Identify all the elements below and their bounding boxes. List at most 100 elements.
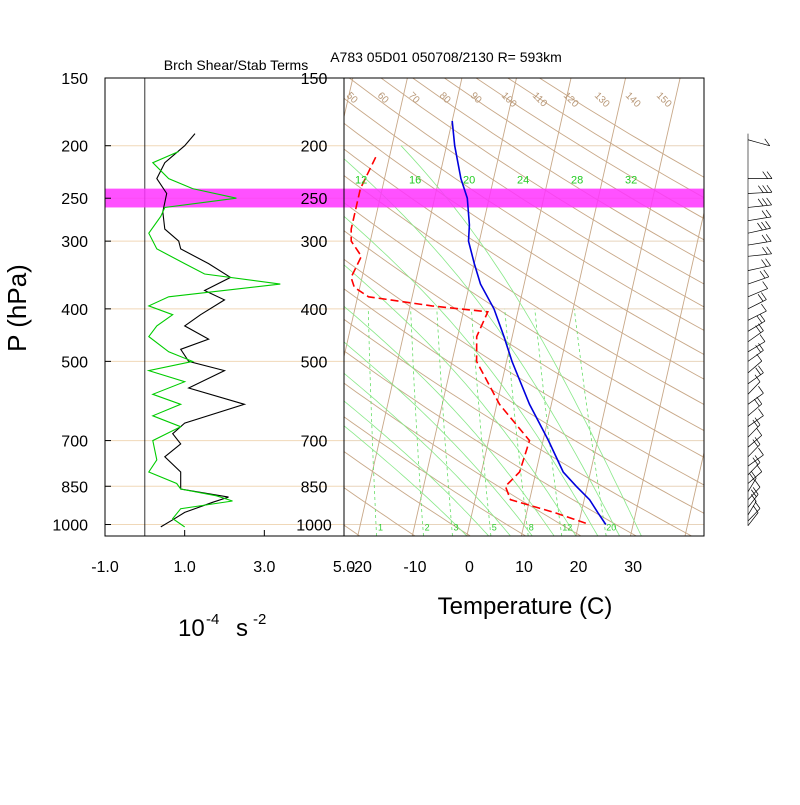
dry-adiabat-line: [286, 78, 800, 536]
theta-e-label: 12: [355, 175, 367, 187]
wind-barb-flag: [766, 259, 771, 266]
wind-barb-flag: [755, 480, 760, 487]
isotherm-line: [140, 78, 244, 536]
temperature-axis-label: Temperature (C): [438, 593, 613, 620]
wind-barb-flag: [762, 198, 767, 205]
wind-barb-flag: [766, 234, 771, 241]
right-panel-highlight-band: [344, 189, 704, 208]
wind-barb-flag: [767, 185, 772, 192]
wind-barb-flag: [758, 186, 763, 193]
wind-barb: [748, 241, 771, 245]
left-x-tick-label: 3.0: [253, 559, 275, 576]
dry-adiabat-line: [508, 78, 800, 536]
theta-e-label: 32: [625, 175, 637, 187]
wind-barb: [748, 277, 769, 284]
left-x-tick-label: 1.0: [174, 559, 196, 576]
wind-barb: [748, 382, 760, 394]
wind-barb-flag: [757, 316, 762, 323]
wind-barb-flag: [758, 366, 763, 373]
wind-barb: [748, 435, 762, 447]
isentrope-label: 150: [654, 90, 674, 110]
wind-barb: [748, 254, 772, 257]
wind-barb: [748, 462, 760, 474]
wind-barb: [748, 416, 763, 427]
isotherm-line: [630, 78, 734, 536]
right-panel-title: A783 05D01 050708/2130 R= 593km: [330, 49, 562, 65]
wind-barb: [748, 217, 771, 221]
wind-barb-flag: [760, 314, 765, 321]
mixing-ratio-label: 8: [529, 523, 534, 533]
theta-e-label: 28: [571, 175, 583, 187]
left-x-tick-label: -1.0: [91, 559, 119, 576]
left-y-tick-label: 150: [61, 71, 88, 88]
wind-barb-flag: [757, 428, 762, 435]
wind-barb-flag: [758, 324, 763, 331]
wind-barb-flag: [762, 247, 767, 254]
theta-e-label: 20: [463, 175, 475, 187]
mixing-ratio-label: 12: [562, 523, 572, 533]
dry-adiabat-line: [32, 78, 636, 536]
wind-barb-flag: [762, 235, 767, 242]
dry-adiabat-line: [444, 78, 800, 536]
left-panel-title: Brch Shear/Stab Terms: [164, 57, 308, 73]
wind-barb-flag: [761, 304, 766, 311]
right-y-tick-label: 250: [301, 191, 328, 208]
wind-barb-flag: [761, 293, 766, 300]
theta-e-label: 24: [517, 175, 529, 187]
wind-barb-flag: [758, 199, 763, 206]
right-x-tick-label: 0: [465, 559, 474, 576]
right-y-tick-label: 700: [301, 434, 328, 451]
right-y-tick-label: 300: [301, 234, 328, 251]
wind-barb: [748, 205, 772, 208]
wind-barb-flag: [763, 185, 768, 192]
right-panel-frame: [344, 78, 704, 536]
dry-adiabat-line: [127, 78, 800, 536]
wind-barb-flag: [757, 465, 762, 472]
wind-barb-flag: [753, 506, 758, 513]
right-y-tick-label: 150: [301, 71, 328, 88]
wind-barb-flag: [762, 211, 767, 218]
isotherm-line: [794, 78, 800, 536]
wind-barb-flag: [767, 172, 772, 179]
dry-adiabat-line: [413, 78, 800, 536]
wind-barb: [748, 192, 772, 193]
wind-barb: [748, 228, 771, 233]
mixing-ratio-line: [437, 309, 453, 536]
wind-barb-flag: [761, 222, 766, 229]
theta-e-label: 16: [409, 175, 421, 187]
left-x-label-exponent: -4: [206, 611, 219, 628]
wind-barb-flag: [758, 294, 763, 301]
wind-barb-flag: [757, 354, 762, 361]
wind-barb: [748, 289, 768, 297]
right-x-tick-label: -10: [403, 559, 426, 576]
mixing-ratio-label: 20: [606, 523, 616, 533]
wind-barb: [748, 508, 760, 520]
isotherm-line: [412, 78, 516, 536]
wind-barb-flag: [758, 409, 763, 416]
mixing-ratio-label: 1: [378, 523, 383, 533]
right-x-tick-label: 30: [624, 559, 642, 576]
wind-barb: [748, 444, 760, 456]
isentrope-label: 110: [530, 90, 549, 109]
mixing-ratio-label: 5: [492, 523, 497, 533]
dry-adiabat-line: [64, 78, 692, 536]
left-x-label-base: 10: [178, 615, 205, 642]
wind-barb-flag: [763, 172, 768, 179]
wind-barb-flag: [767, 198, 772, 205]
dry-adiabat-line: [254, 78, 800, 536]
right-y-tick-label: 1000: [296, 518, 332, 535]
wind-barb-flag: [756, 345, 761, 352]
wind-barb-flag: [764, 270, 769, 277]
right-x-tick-label: 10: [515, 559, 533, 576]
isotherm-line: [576, 78, 680, 536]
isentrope-label: 140: [623, 90, 643, 110]
isentrope-label: 50: [344, 90, 360, 106]
left-series-line-2: [149, 152, 280, 527]
isotherm-line: [194, 78, 298, 536]
wind-barb-flag: [761, 260, 766, 267]
isotherm-line: [740, 78, 800, 536]
wind-barb-flag: [757, 223, 762, 230]
wind-barb-flag: [756, 326, 761, 333]
